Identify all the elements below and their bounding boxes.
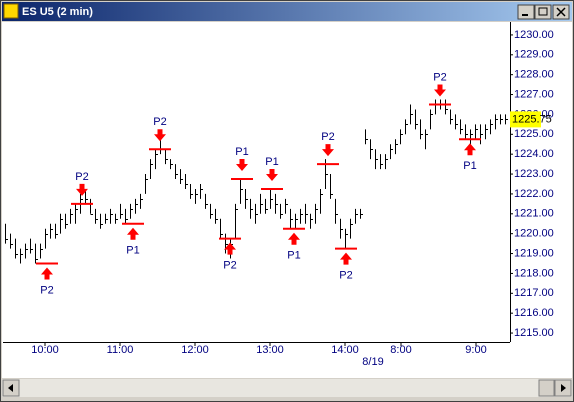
last-price-box — [510, 111, 541, 128]
y-tick-label: 1230.00 — [514, 29, 554, 41]
pivot-label: P1 — [287, 250, 300, 262]
window-icon — [3, 3, 19, 19]
pivot-label: P2 — [223, 260, 236, 272]
pivot-arrow — [224, 242, 236, 255]
y-tick-label: 1228.00 — [514, 69, 554, 81]
scroll-track[interactable] — [2, 379, 572, 397]
pivot-arrow — [41, 267, 53, 280]
scroll-thumb[interactable] — [538, 379, 555, 397]
y-tick-label: 1222.00 — [514, 188, 554, 200]
pivot-label: P1 — [235, 146, 248, 158]
pivot-arrow — [434, 84, 446, 97]
window-buttons[interactable] — [517, 4, 570, 20]
y-tick-label: 1216.00 — [514, 307, 554, 319]
y-tick-label: 1224.00 — [514, 148, 554, 160]
title-bar — [2, 2, 572, 21]
scrollbar[interactable] — [2, 379, 572, 397]
x-tick-label: 12:00 — [181, 344, 209, 356]
x-tick-label: 10:00 — [31, 344, 59, 356]
x-tick-label: 9:00 — [465, 344, 486, 356]
maximize-button[interactable] — [534, 4, 552, 20]
y-tick-label: 1218.00 — [514, 267, 554, 279]
y-tick-label: 1229.00 — [514, 49, 554, 61]
pivot-label: P1 — [265, 156, 278, 168]
chart-area — [2, 22, 572, 378]
pivot-arrow — [76, 183, 88, 196]
pivot-label: P1 — [463, 160, 476, 172]
y-tick-label: 1215.00 — [514, 327, 554, 339]
pivot-label: P1 — [126, 245, 139, 257]
pivot-arrow — [464, 143, 476, 156]
pivot-arrow — [340, 252, 352, 265]
pivot-arrow — [127, 227, 139, 240]
pivot-arrow — [322, 144, 334, 157]
y-tick-label: 1223.00 — [514, 168, 554, 180]
pivot-label: P2 — [75, 171, 88, 183]
minimize-button[interactable] — [517, 4, 535, 20]
close-icon — [556, 7, 566, 17]
date-label: 8/19 — [362, 356, 383, 368]
x-tick-label: 11:00 — [107, 344, 134, 356]
y-tick-label: 1217.00 — [514, 287, 554, 299]
pivot-label: P2 — [433, 71, 446, 83]
maximize-icon — [538, 7, 548, 16]
y-tick-label: 1225.00 — [514, 128, 554, 140]
y-tick-label: 1220.00 — [514, 228, 554, 240]
x-tick-label: 14:00 — [331, 344, 359, 356]
pivot-label: P2 — [153, 116, 166, 128]
last-price-label: 1225.75 — [512, 113, 552, 125]
pivot-arrow — [288, 232, 300, 245]
y-tick-label: 1219.00 — [514, 247, 554, 259]
pivot-label: P2 — [40, 284, 53, 296]
pivot-label: P2 — [321, 131, 334, 143]
x-tick-label: 8:00 — [390, 344, 411, 356]
pivot-arrow — [266, 168, 278, 181]
scroll-right-arrow — [561, 384, 566, 392]
x-tick-label: 13:00 — [256, 344, 284, 356]
pivot-label: P2 — [339, 269, 352, 281]
pivot-arrow — [154, 129, 166, 142]
scroll-left-arrow — [8, 384, 13, 392]
pivot-arrow — [236, 159, 248, 172]
window-title: ES U5 (2 min) — [22, 6, 93, 18]
y-tick-label: 1227.00 — [514, 88, 554, 100]
y-tick-label: 1221.00 — [514, 208, 554, 220]
